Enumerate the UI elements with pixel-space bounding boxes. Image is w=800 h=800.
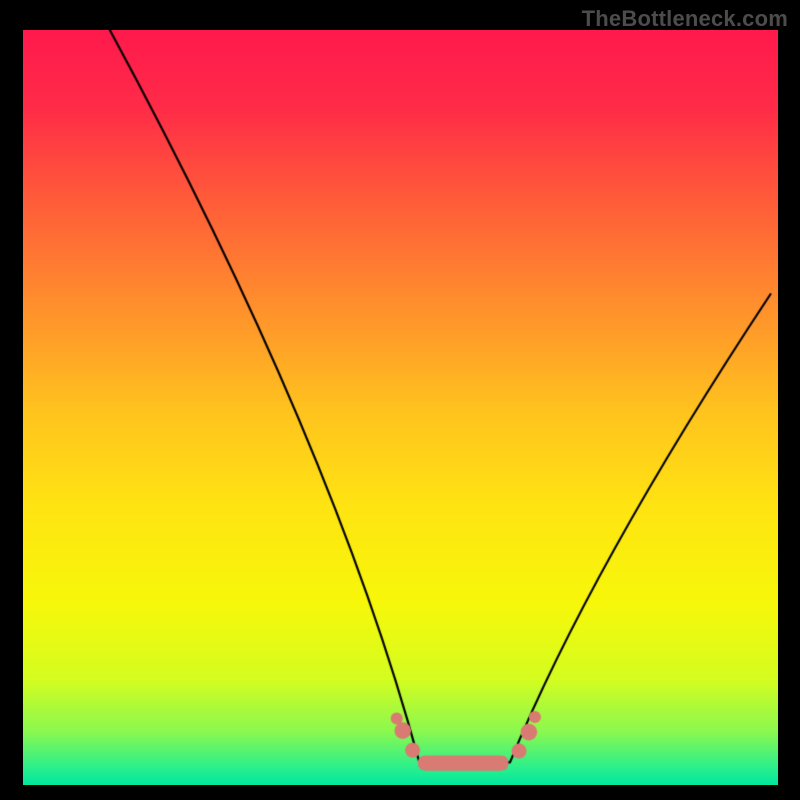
watermark-text: TheBottleneck.com [582, 6, 788, 32]
plot-area [23, 30, 778, 785]
bottleneck-curve [23, 30, 778, 785]
